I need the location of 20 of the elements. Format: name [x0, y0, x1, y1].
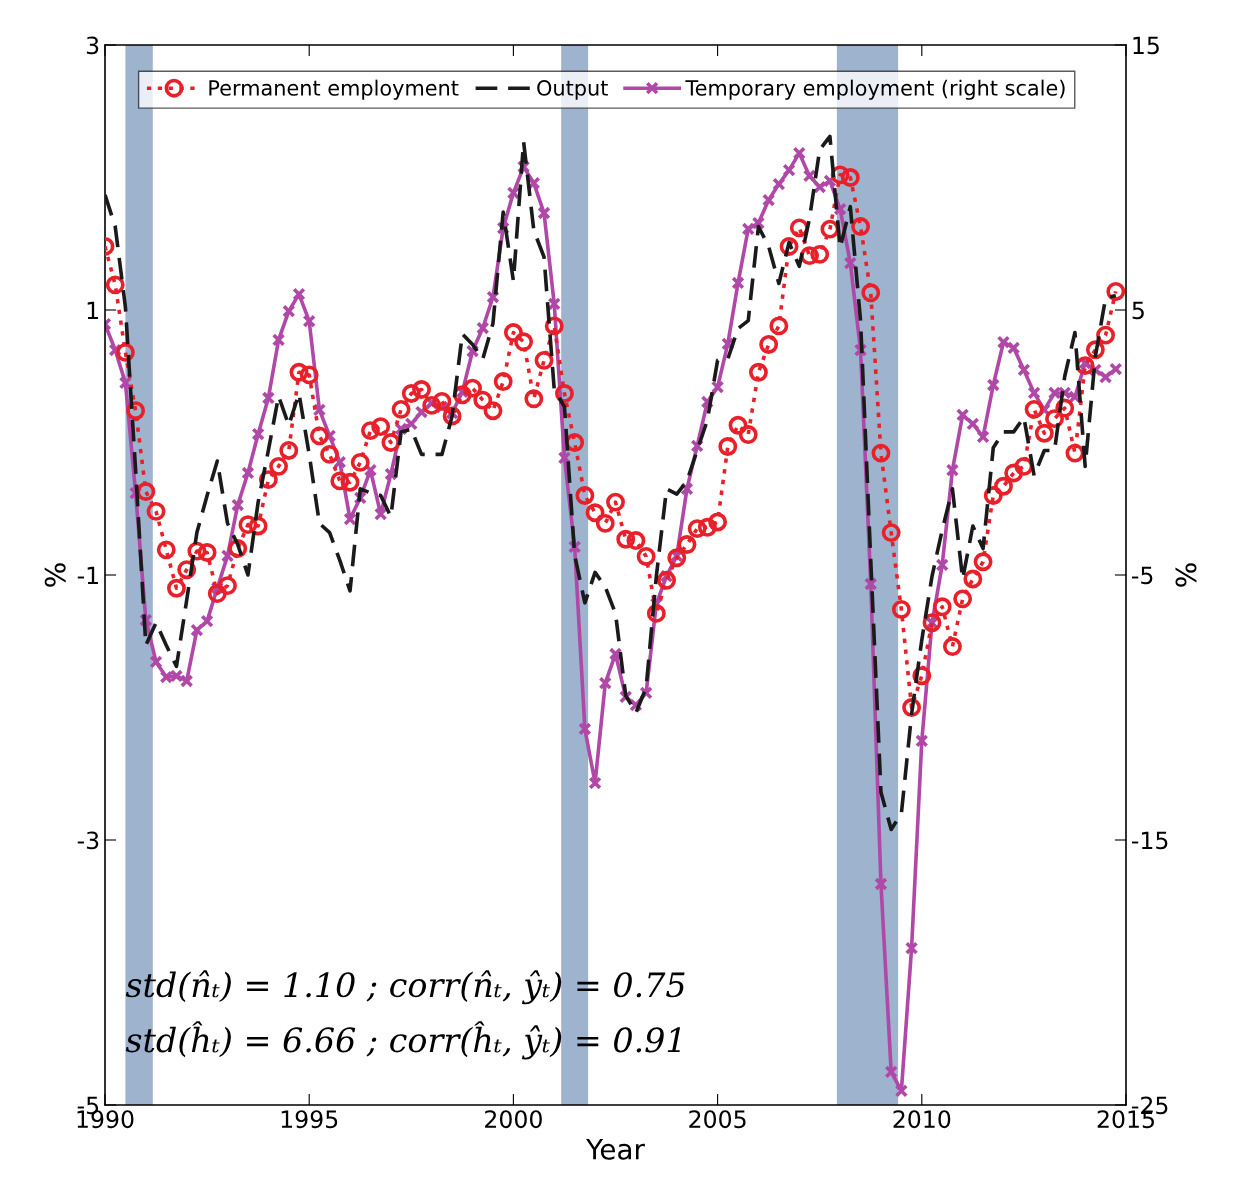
y-tick-label: 3	[86, 36, 99, 55]
y2-tick-label: -5	[1132, 566, 1153, 585]
legend-label: Temporary employment (right scale)	[685, 79, 1065, 100]
y-tick-label: 1	[87, 301, 98, 319]
x-axis-title: Year	[586, 1139, 645, 1160]
y-axis-title: %	[44, 563, 66, 587]
y2-tick-label: -15	[1132, 831, 1168, 850]
legend-label: Output	[537, 80, 608, 100]
y2-axis-title: %	[1175, 563, 1197, 587]
x-tick-label: 2010	[893, 1110, 951, 1129]
x-tick-label: 2005	[689, 1110, 746, 1129]
annotation: std(n̂ₜ) = 1.10 ; corr(n̂ₜ, ŷₜ) = 0.75	[125, 970, 685, 1005]
y-tick-label: -1	[77, 566, 98, 584]
x-tick-label: 1995	[281, 1110, 338, 1129]
y-tick-label: -3	[77, 831, 99, 850]
legend-label: Permanent employment	[209, 79, 459, 100]
y2-tick-label: 5	[1132, 301, 1144, 320]
y2-tick-label: 15	[1133, 36, 1159, 55]
annotation: std(ĥₜ) = 6.66 ; corr(ĥₜ, ŷₜ) = 0.91	[125, 1021, 681, 1060]
x-tick-label: 2000	[485, 1110, 542, 1129]
